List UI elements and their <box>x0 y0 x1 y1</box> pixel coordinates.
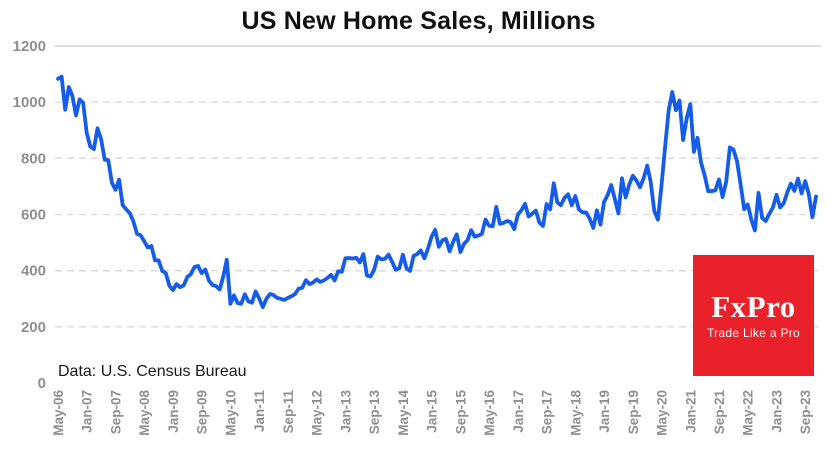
x-tick-label: May-20 <box>655 390 670 436</box>
x-tick-label: May-10 <box>223 390 238 436</box>
x-tick-label: Jan-17 <box>511 390 526 433</box>
y-tick-label: 400 <box>21 263 46 280</box>
x-tick-label: May-06 <box>51 390 66 436</box>
x-tick-label: May-16 <box>482 390 497 436</box>
fxpro-logo-tagline: Trade Like a Pro <box>706 326 801 340</box>
x-tick-label: May-22 <box>741 390 756 436</box>
x-tick-label: Jan-15 <box>425 390 440 433</box>
x-tick-label: Sep-15 <box>453 390 468 435</box>
fxpro-logo-wordmark: FxPro <box>711 289 796 324</box>
x-tick-label: Sep-13 <box>367 390 382 435</box>
y-tick-label: 1200 <box>13 38 46 55</box>
x-tick-label: Sep-21 <box>712 390 727 435</box>
x-tick-label: Sep-17 <box>540 390 555 434</box>
x-tick-label: Jan-09 <box>166 390 181 433</box>
x-tick-label: Sep-19 <box>626 390 641 434</box>
x-tick-label: Sep-09 <box>195 390 210 434</box>
x-tick-label: May-18 <box>568 390 583 436</box>
x-tick-label: Jan-13 <box>338 390 353 433</box>
x-tick-label: Jan-19 <box>597 390 612 433</box>
new-home-sales-line <box>56 74 818 310</box>
y-tick-label: 600 <box>21 207 46 224</box>
data-source-note: Data: U.S. Census Bureau <box>58 363 247 380</box>
x-tick-label: Sep-23 <box>798 390 813 435</box>
x-tick-label: Sep-07 <box>108 390 123 434</box>
y-tick-label: 1000 <box>13 94 46 111</box>
y-tick-label: 0 <box>38 375 46 392</box>
fxpro-logo: FxPro Trade Like a Pro <box>693 255 814 376</box>
x-tick-label: Jan-23 <box>769 390 784 433</box>
x-tick-label: May-08 <box>137 390 152 436</box>
x-tick-label: May-12 <box>310 390 325 436</box>
x-tick-label: May-14 <box>396 390 411 436</box>
x-tick-label: Jan-21 <box>683 390 698 433</box>
y-tick-label: 800 <box>21 150 46 167</box>
chart-title: US New Home Sales, Millions <box>241 7 596 35</box>
y-tick-label: 200 <box>21 319 46 336</box>
x-tick-label: Jan-11 <box>252 390 267 433</box>
x-tick-label: Sep-11 <box>281 390 296 434</box>
x-tick-label: Jan-07 <box>80 390 95 433</box>
